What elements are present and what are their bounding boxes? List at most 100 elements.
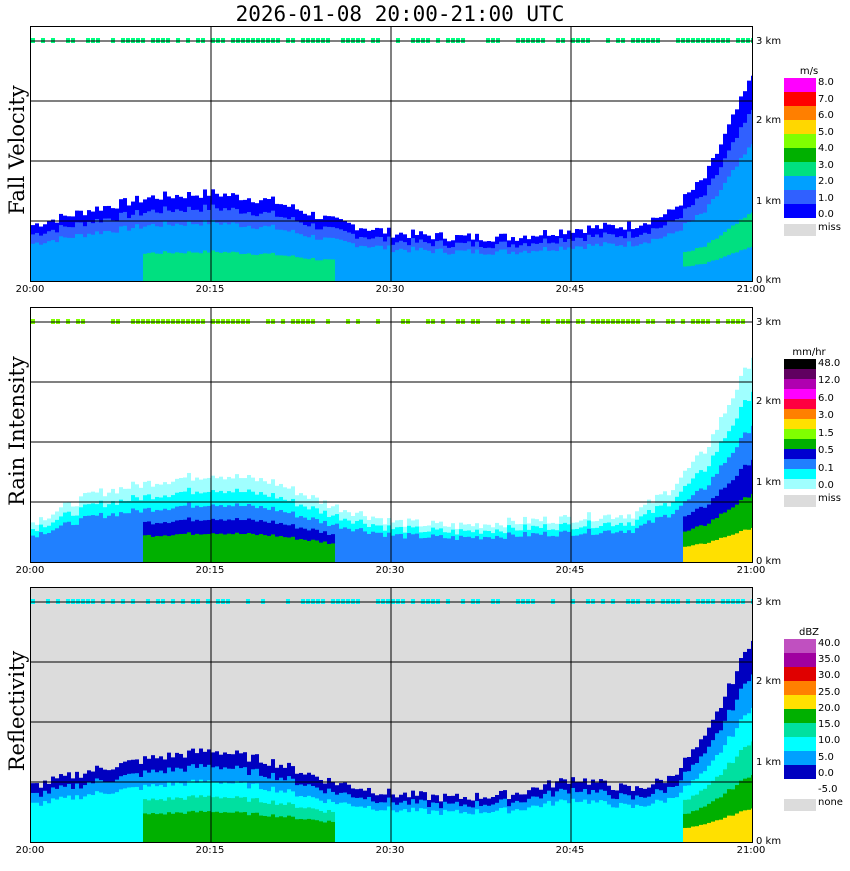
echo-cell — [479, 253, 483, 262]
echo-cell — [571, 542, 575, 550]
echo-cell — [599, 263, 603, 274]
echo-cell — [715, 733, 719, 756]
echo-cell — [479, 820, 483, 829]
echo-cell — [391, 259, 395, 268]
echo-cell — [131, 241, 135, 256]
echo-cell — [515, 792, 519, 802]
echo-cell — [711, 780, 715, 803]
echo-cell — [631, 816, 635, 826]
echo-cell — [575, 522, 579, 531]
echo-cell — [231, 266, 235, 281]
echo-cell — [91, 806, 95, 820]
echo-cell — [295, 550, 299, 562]
echo-cell — [747, 247, 751, 281]
echo-cell — [531, 787, 535, 798]
echo-cell — [511, 818, 515, 828]
echo-cell — [619, 245, 623, 256]
echo-cell — [391, 266, 395, 275]
echo-cell — [319, 270, 323, 281]
echo-cell — [627, 251, 631, 263]
echo-cell — [551, 257, 555, 267]
echo-cell — [251, 228, 255, 243]
echo-cell — [147, 225, 151, 241]
echo-cell — [675, 509, 679, 524]
echo-cell — [639, 234, 643, 246]
echo-cell — [159, 199, 163, 215]
echo-cell — [735, 475, 739, 506]
echo-cell — [111, 805, 115, 819]
echo-cell — [751, 527, 752, 562]
echo-cell — [715, 754, 719, 778]
echo-cell — [131, 814, 135, 830]
echo-cell — [455, 817, 459, 827]
echo-cell — [671, 514, 675, 528]
echo-cell — [675, 819, 679, 832]
echo-cell — [119, 549, 123, 562]
echo-cell — [355, 238, 359, 249]
echo-cell — [731, 736, 735, 765]
echo-cell — [719, 513, 723, 539]
echo-cell — [679, 205, 683, 220]
echo-cell — [195, 238, 199, 254]
echo-cell — [119, 253, 123, 269]
echo-cell — [195, 812, 199, 829]
echo-cell — [679, 519, 683, 535]
echo-cell — [163, 221, 167, 238]
echo-cell — [411, 807, 415, 818]
echo-cell — [639, 833, 643, 842]
echo-cell — [627, 813, 631, 825]
echo-cell — [331, 791, 335, 803]
echo-cell — [623, 822, 627, 834]
colorbar-swatch — [784, 469, 816, 479]
echo-cell — [671, 820, 675, 832]
echo-cell — [327, 270, 331, 281]
echo-cell — [347, 822, 351, 834]
echo-cell — [331, 552, 335, 562]
echo-cell — [511, 237, 515, 246]
echo-cell — [239, 506, 243, 522]
echo-cell — [207, 477, 211, 493]
echo-cell — [83, 226, 87, 239]
echo-cell — [263, 508, 267, 523]
echo-cell — [119, 789, 123, 804]
echo-cell — [191, 238, 195, 254]
echo-cell — [747, 180, 751, 216]
echo-cell — [591, 541, 595, 550]
echo-cell — [339, 545, 343, 555]
echo-cell — [291, 549, 295, 562]
echo-cell — [475, 257, 479, 267]
echo-cell — [227, 224, 231, 240]
echo-cell — [271, 252, 275, 268]
echo-cell — [247, 815, 251, 830]
echo-cell — [635, 823, 639, 834]
echo-cell — [487, 241, 491, 249]
echo-cell — [559, 238, 563, 248]
echo-cell — [95, 778, 99, 793]
echo-cell — [591, 534, 595, 543]
colorbar-swatch — [784, 479, 816, 489]
echo-cell — [419, 264, 423, 274]
echo-cell — [659, 505, 663, 518]
echo-cell — [655, 217, 659, 230]
echo-cell — [39, 796, 43, 807]
echo-cell — [223, 782, 227, 799]
echo-cell — [555, 801, 559, 813]
echo-cell — [247, 475, 251, 491]
echo-cell — [683, 237, 687, 254]
colorbar-swatch — [784, 204, 816, 218]
echo-cell — [651, 784, 655, 795]
echo-cell — [163, 535, 167, 550]
echo-cell — [499, 549, 503, 557]
echo-cell — [371, 793, 375, 803]
echo-cell — [59, 507, 63, 518]
echo-cell — [403, 825, 407, 835]
echo-cell — [639, 543, 643, 554]
echo-cell — [407, 518, 411, 527]
echo-cell — [615, 539, 619, 549]
echo-cell — [735, 195, 739, 225]
echo-cell — [731, 763, 735, 791]
echo-cell — [303, 830, 307, 842]
echo-cell — [147, 480, 151, 496]
echo-cell — [555, 781, 559, 793]
echo-cell — [431, 541, 435, 550]
